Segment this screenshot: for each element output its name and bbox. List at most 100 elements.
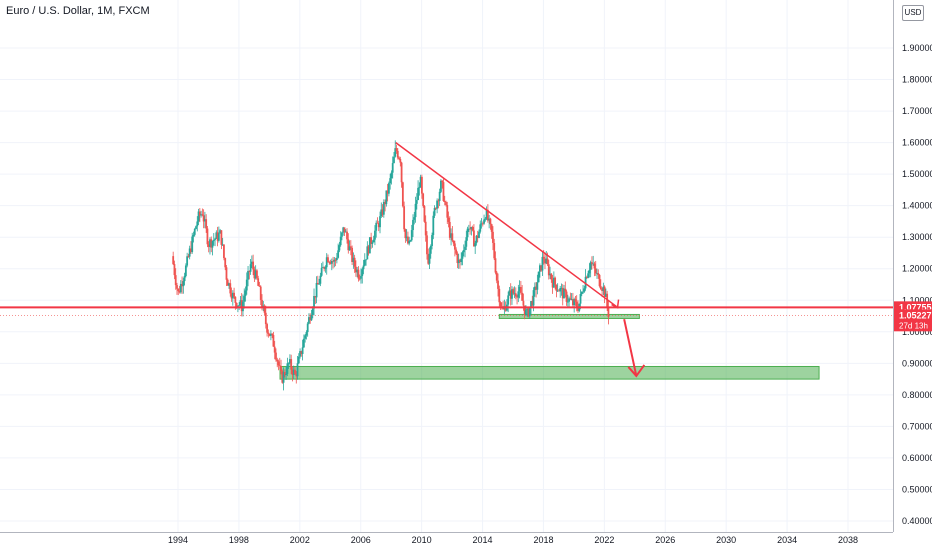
candle-body <box>535 286 537 290</box>
candle-body <box>589 262 592 270</box>
candle-body <box>372 239 375 243</box>
candle-body <box>386 190 389 194</box>
candle-body <box>269 333 272 336</box>
candle-body <box>408 240 411 244</box>
y-tick-label: 0.70000 <box>902 421 932 431</box>
candle-body <box>385 190 388 205</box>
candle-body <box>541 256 544 271</box>
candle-body <box>410 230 413 241</box>
candle-body <box>387 183 390 194</box>
candle-body <box>215 232 218 239</box>
candle-body <box>190 248 192 252</box>
candle-body <box>446 205 449 218</box>
candle-body <box>346 231 348 240</box>
candle-body <box>177 288 180 292</box>
candle-body <box>243 296 246 302</box>
candle-body <box>522 300 525 306</box>
candle-body <box>542 256 545 259</box>
candle-body <box>479 224 482 232</box>
candle-body <box>172 256 175 265</box>
candle-body <box>335 257 338 260</box>
candle-body <box>240 300 243 312</box>
candle-body <box>228 283 230 286</box>
annotation-lines <box>0 141 893 378</box>
candle-body <box>412 219 414 231</box>
candle-body <box>289 359 291 364</box>
candle-body <box>356 269 359 273</box>
candle-body <box>547 264 550 276</box>
candle-body <box>282 372 285 383</box>
candle-body <box>339 236 342 246</box>
currency-button[interactable]: USD <box>902 5 924 21</box>
candle-body <box>268 333 271 336</box>
candle-body <box>525 310 527 315</box>
candle-body <box>191 236 194 252</box>
candle-body <box>514 293 517 297</box>
candle-body <box>521 292 524 301</box>
candle-body <box>253 269 256 279</box>
candle-body <box>197 211 200 222</box>
candle-body <box>603 286 606 297</box>
candle-body <box>376 222 379 224</box>
candle-body <box>596 273 598 274</box>
candle-body <box>508 290 511 296</box>
candle-body <box>347 239 350 251</box>
candle-body <box>560 287 563 289</box>
candle-body <box>173 264 176 276</box>
chart-title: Euro / U.S. Dollar, 1M, FXCM <box>6 5 150 17</box>
candle-body <box>474 243 477 247</box>
candle-body <box>442 182 445 201</box>
candle-body <box>365 259 367 261</box>
candle-body <box>229 283 232 294</box>
candle-body <box>489 218 492 225</box>
candle-body <box>427 254 430 264</box>
candle-body <box>234 296 237 303</box>
candle-body <box>437 200 440 202</box>
candle-body <box>394 148 397 157</box>
candle-body <box>210 239 213 248</box>
support-zone <box>498 313 640 319</box>
candle-body <box>476 235 479 238</box>
candle-body <box>549 273 551 276</box>
candle-body <box>484 218 487 220</box>
candle-body <box>316 282 319 285</box>
horizontal-line-price-label: 1.07755 <box>899 302 932 312</box>
x-tick-label: 1994 <box>168 535 188 545</box>
candle-body <box>305 332 308 336</box>
candle-body <box>216 232 219 241</box>
candle-body <box>205 219 208 229</box>
candle-body <box>480 223 483 225</box>
candle-body <box>319 275 322 284</box>
candle-body <box>465 237 468 247</box>
candle-body <box>263 305 266 313</box>
candle-body <box>362 265 365 270</box>
y-tick-label: 1.50000 <box>902 169 932 179</box>
candle-body <box>490 224 493 232</box>
candle-body <box>570 299 573 300</box>
candle-body <box>315 282 318 298</box>
candle-body <box>361 269 364 277</box>
candle-body <box>207 244 210 247</box>
candle-body <box>531 301 534 306</box>
candle-body <box>440 180 442 192</box>
candle-body <box>396 150 399 158</box>
candle-body <box>536 282 539 290</box>
candle-body <box>267 332 270 334</box>
y-tick-label: 0.50000 <box>902 484 932 494</box>
candle-body <box>447 217 450 222</box>
grid <box>0 0 893 532</box>
candle-body <box>602 286 605 292</box>
candle-body <box>181 283 183 287</box>
candle-body <box>309 317 312 321</box>
y-tick-label: 1.40000 <box>902 201 932 211</box>
candle-body <box>404 229 407 239</box>
x-tick-label: 2038 <box>838 535 858 545</box>
candle-body <box>233 292 235 297</box>
last-price-label-bg <box>894 309 932 332</box>
candle-body <box>519 287 522 293</box>
candle-body <box>294 369 296 375</box>
candle-body <box>276 359 279 362</box>
